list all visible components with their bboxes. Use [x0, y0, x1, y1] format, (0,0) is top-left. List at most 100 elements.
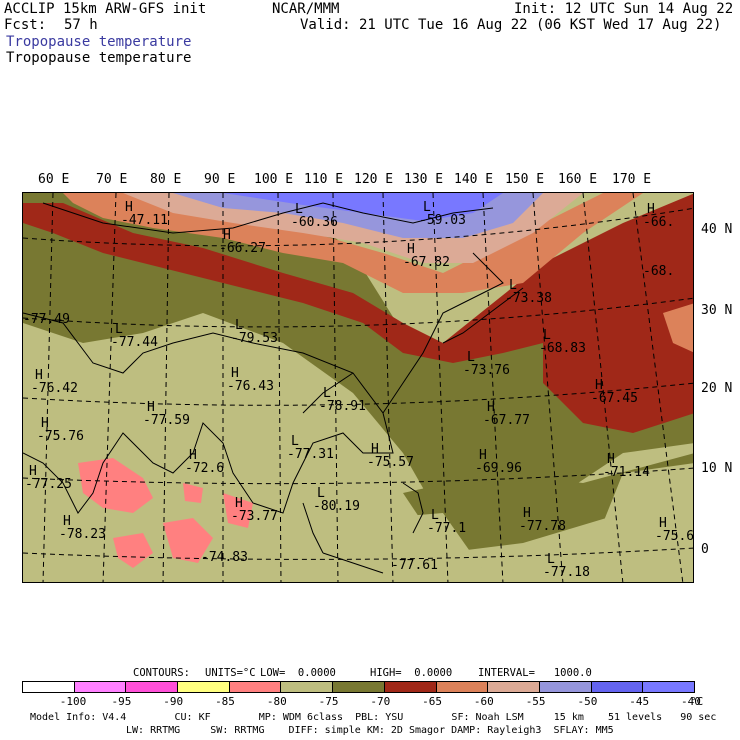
longitude-label: 140 E [454, 172, 494, 187]
extremum-label: L -68.83 [539, 329, 586, 355]
extremum-value: -77.25 [25, 477, 72, 492]
extremum-type: H [231, 366, 239, 381]
extremum-value: -67.77 [483, 413, 530, 428]
legend-tick: -55 [525, 695, 546, 708]
extremum-type: L [115, 322, 123, 337]
longitude-label: 80 E [150, 172, 182, 187]
legend-swatch [281, 682, 334, 692]
latitude-label: 40 N [701, 222, 733, 237]
extremum-label: H -71.14 [603, 453, 650, 479]
extremum-label: H -47.11 [121, 201, 168, 227]
extremum-label: H -73.77 [231, 497, 278, 523]
extremum-value: -77.1 [427, 521, 467, 536]
legend-swatch [74, 682, 127, 692]
extremum-type: H [595, 378, 603, 393]
extremum-label: -77.61 [391, 559, 438, 572]
model-info-line-1: Model Info: V4.4 CU: KF MP: WDM 6class P… [30, 712, 717, 723]
extremum-label: H -69.96 [475, 449, 522, 475]
extremum-label: L -77.18 [543, 553, 590, 579]
longitude-label: 170 E [612, 172, 652, 187]
legend-tick: -70 [370, 695, 391, 708]
legend-swatch [436, 682, 489, 692]
extremum-value: -77.61 [391, 558, 438, 573]
field-title-contour: Tropopause temperature [6, 50, 192, 66]
longitude-label: 120 E [354, 172, 394, 187]
legend-tick: -45 [629, 695, 650, 708]
extremum-value: -79.53 [231, 331, 278, 346]
extremum-type: H [63, 514, 71, 529]
extremum-value: -59.03 [419, 213, 466, 228]
extremum-value: -77.18 [543, 565, 590, 580]
extremum-label: H -66.27 [219, 229, 266, 255]
extremum-value: -77.44 [111, 335, 158, 350]
longitude-label: 70 E [96, 172, 128, 187]
extremum-label: H -77.59 [143, 401, 190, 427]
extremum-value: -72.6 [185, 461, 225, 476]
fill-tan-south [323, 513, 492, 582]
extremum-type: H [235, 496, 243, 511]
latitude-label: 0 [701, 542, 709, 557]
extremum-type: H [41, 416, 49, 431]
extremum-type: L [467, 350, 475, 365]
extremum-value: -78.23 [59, 527, 106, 542]
extremum-type: H [35, 368, 43, 383]
extremum-value: -60.36 [291, 215, 338, 230]
legend-tick: -90 [163, 695, 184, 708]
extremum-type: H [223, 228, 231, 243]
extremum-value: -67.82 [403, 255, 450, 270]
fill-dark-olive-2 [403, 453, 693, 553]
extremum-type: L [547, 552, 555, 567]
legend-tick: -60 [473, 695, 494, 708]
extremum-label: L -78.91 [319, 387, 366, 413]
extremum-label: H-75.68 [655, 516, 694, 544]
extremum-label: H -75.57 [367, 443, 414, 469]
longitude-label: 110 E [304, 172, 344, 187]
extremum-value: -76.43 [227, 379, 274, 394]
extremum-value: -66. [643, 215, 675, 230]
extremum-label: H -66. [643, 203, 674, 229]
legend-unit: °C [690, 695, 704, 708]
extremum-value: -71.14 [603, 465, 650, 480]
extremum-label: L -77.31 [287, 435, 334, 461]
fill-salmon-5 [183, 483, 203, 503]
longitude-label: 130 E [404, 172, 444, 187]
extremum-type: H [607, 452, 615, 467]
extremum-label: H -76.43 [227, 367, 274, 393]
extremum-type: H [659, 516, 667, 531]
fill-blue [223, 193, 503, 221]
fill-pink [123, 193, 583, 263]
extremum-type: L [317, 486, 325, 501]
legend-tick: -40 [681, 695, 701, 708]
contours-high: HIGH= 0.0000 [370, 667, 453, 679]
extremum-type: H [371, 442, 379, 457]
extremum-value: -77.49 [23, 312, 70, 327]
legend-swatch [488, 682, 540, 692]
extremum-value: -74.83 [201, 550, 248, 565]
forecast-label: Fcst: [4, 17, 47, 33]
extremum-type: L [291, 434, 299, 449]
center-name: NCAR/MMM [272, 1, 340, 17]
extremum-type: L [235, 318, 243, 333]
init-time: Init: 12 UTC Sun 14 Aug 22 [514, 1, 734, 17]
legend-tick: -85 [215, 695, 235, 708]
legend-swatch [23, 682, 75, 692]
fill-salmon-4 [113, 533, 153, 568]
extremum-value: -75.68 [655, 529, 694, 544]
extremum-type: H [125, 200, 133, 215]
extremum-value: -73.77 [231, 509, 278, 524]
legend-swatch [384, 682, 437, 692]
legend-swatch [591, 682, 644, 692]
extremum-type: H [407, 242, 415, 257]
extremum-label: H -67.45 [591, 379, 638, 405]
extremum-type: L [423, 200, 431, 215]
extremum-type: L [323, 386, 331, 401]
legend-tick: -100 [59, 695, 87, 708]
extremum-value: -75.76 [37, 429, 84, 444]
fill-dark-red [23, 193, 693, 433]
longitude-label: 150 E [505, 172, 545, 187]
graticule [23, 193, 693, 582]
field-title-colorfill: Tropopause temperature [6, 34, 192, 50]
extremum-label: H -75.76 [37, 417, 84, 443]
valid-time: Valid: 21 UTC Tue 16 Aug 22 (06 KST Wed … [300, 17, 722, 33]
contours-low: LOW= 0.0000 [260, 667, 336, 679]
